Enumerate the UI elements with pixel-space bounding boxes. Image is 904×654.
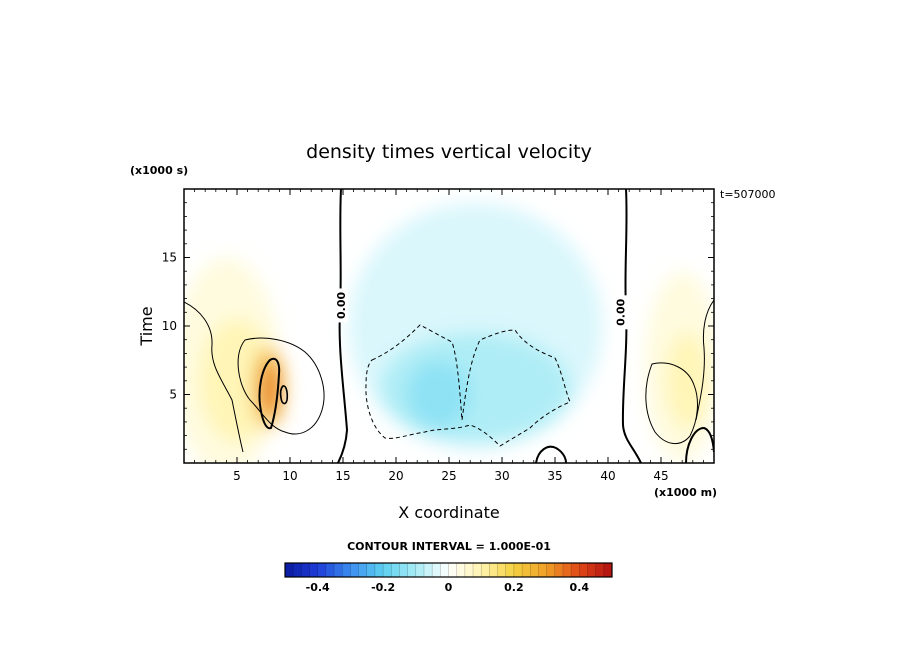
contour-labels: 0.00 0.00 (333, 288, 628, 330)
x-tick-label: 5 (233, 469, 241, 483)
colorbar-cell (391, 563, 400, 577)
axes: 5 10 15 20 25 30 35 40 45 5 10 15 (162, 189, 714, 483)
colorbar-frame (284, 562, 613, 578)
positive-contour-left-mid (237, 337, 325, 435)
colorbar-cell (342, 563, 351, 577)
colorbar-cell (456, 563, 466, 577)
y-axis-title: Time (137, 306, 156, 346)
colorbar-cell (473, 563, 482, 577)
colorbar-cell (285, 563, 294, 577)
y-tick-label: 5 (169, 388, 177, 402)
colorbar-cell (432, 563, 441, 577)
colorbar-cell (301, 563, 311, 577)
x-tick-label: 45 (653, 469, 668, 483)
colorbar-tick-label: 0.4 (570, 581, 590, 594)
colorbar-cell (334, 563, 343, 577)
colorbar-cell (530, 563, 539, 577)
colorbar-cell (538, 563, 548, 577)
zero-contour-bottom-arc-1 (535, 445, 567, 463)
colorbar-tick-label: -0.4 (306, 581, 330, 594)
field-blob (666, 332, 709, 429)
x-axis-title: X coordinate (398, 503, 499, 522)
corner-time-label: t=507000 (720, 188, 776, 201)
positive-contour-core-small (279, 385, 289, 405)
colorbar-cell (579, 563, 588, 577)
y-unit-label: (x1000 s) (130, 164, 188, 177)
colorbar-cell (513, 563, 523, 577)
x-tick-label: 20 (388, 469, 403, 483)
contour-interval-note: CONTOUR INTERVAL = 1.000E-01 (347, 540, 551, 553)
x-tick-label: 15 (335, 469, 350, 483)
colorbar-cell (423, 563, 433, 577)
colorbar-cell (489, 563, 499, 577)
negative-contour-center (365, 324, 571, 447)
contour-value-label: 0.00 (615, 298, 628, 325)
field-blob (261, 361, 279, 417)
contour-lines (184, 189, 714, 463)
colorbar-cell (562, 563, 572, 577)
colorbar-cell (505, 563, 515, 577)
colorbar-cell (522, 563, 531, 577)
x-tick-label: 30 (494, 469, 509, 483)
zero-contour-right (621, 189, 642, 463)
contour-label-bg (613, 295, 628, 330)
colorbar-cell (350, 563, 360, 577)
colorbar-cell (595, 563, 605, 577)
colorbar-tick-label: 0.2 (504, 581, 524, 594)
colorbar-cell (366, 563, 376, 577)
y-tick-label: 15 (162, 251, 177, 265)
positive-contour-core (258, 357, 281, 430)
colorbar-cell (587, 563, 597, 577)
colorbar-cell (383, 563, 392, 577)
colorbar-cell (440, 563, 449, 577)
colorbar-cell (448, 563, 458, 577)
x-unit-label: (x1000 m) (654, 486, 717, 499)
x-tick-label: 40 (600, 469, 615, 483)
colorbar-cell (571, 563, 580, 577)
contour-label-bg (333, 288, 348, 323)
colorbar-cell (309, 563, 319, 577)
colorbar: -0.4 -0.2 0 0.2 0.4 (284, 562, 613, 594)
colorbar-cell (546, 563, 556, 577)
shaded-field (184, 202, 714, 463)
colorbar-cell (407, 563, 417, 577)
positive-contour-right-outer (695, 299, 714, 421)
x-tick-label: 35 (547, 469, 562, 483)
colorbar-cell (325, 563, 335, 577)
x-tick-label: 25 (441, 469, 456, 483)
field-blob (199, 319, 275, 443)
colorbar-cell (317, 563, 327, 577)
colorbar-cell (399, 563, 409, 577)
colorbar-tick-label: -0.2 (371, 581, 395, 594)
colorbar-cell (293, 563, 302, 577)
field-blob (406, 360, 471, 429)
positive-contour-right-inner (645, 362, 698, 444)
colorbar-cell (415, 563, 425, 577)
colorbar-cell (358, 563, 368, 577)
colorbar-cell (481, 563, 490, 577)
colorbar-tick-label: 0 (445, 581, 453, 594)
y-tick-label: 10 (162, 319, 177, 333)
colorbar-cell (374, 563, 384, 577)
zero-contour-bottom-arc-2 (685, 426, 714, 463)
colorbar-cell (464, 563, 474, 577)
colorbar-cell (497, 563, 507, 577)
positive-contour-left-outer (184, 301, 244, 453)
colorbar-cell (554, 563, 564, 577)
contour-value-label: 0.00 (335, 292, 348, 319)
zero-contour-left (337, 189, 349, 463)
x-tick-label: 10 (282, 469, 297, 483)
chart-title: density times vertical velocity (306, 141, 592, 163)
colorbar-cell (603, 563, 613, 577)
